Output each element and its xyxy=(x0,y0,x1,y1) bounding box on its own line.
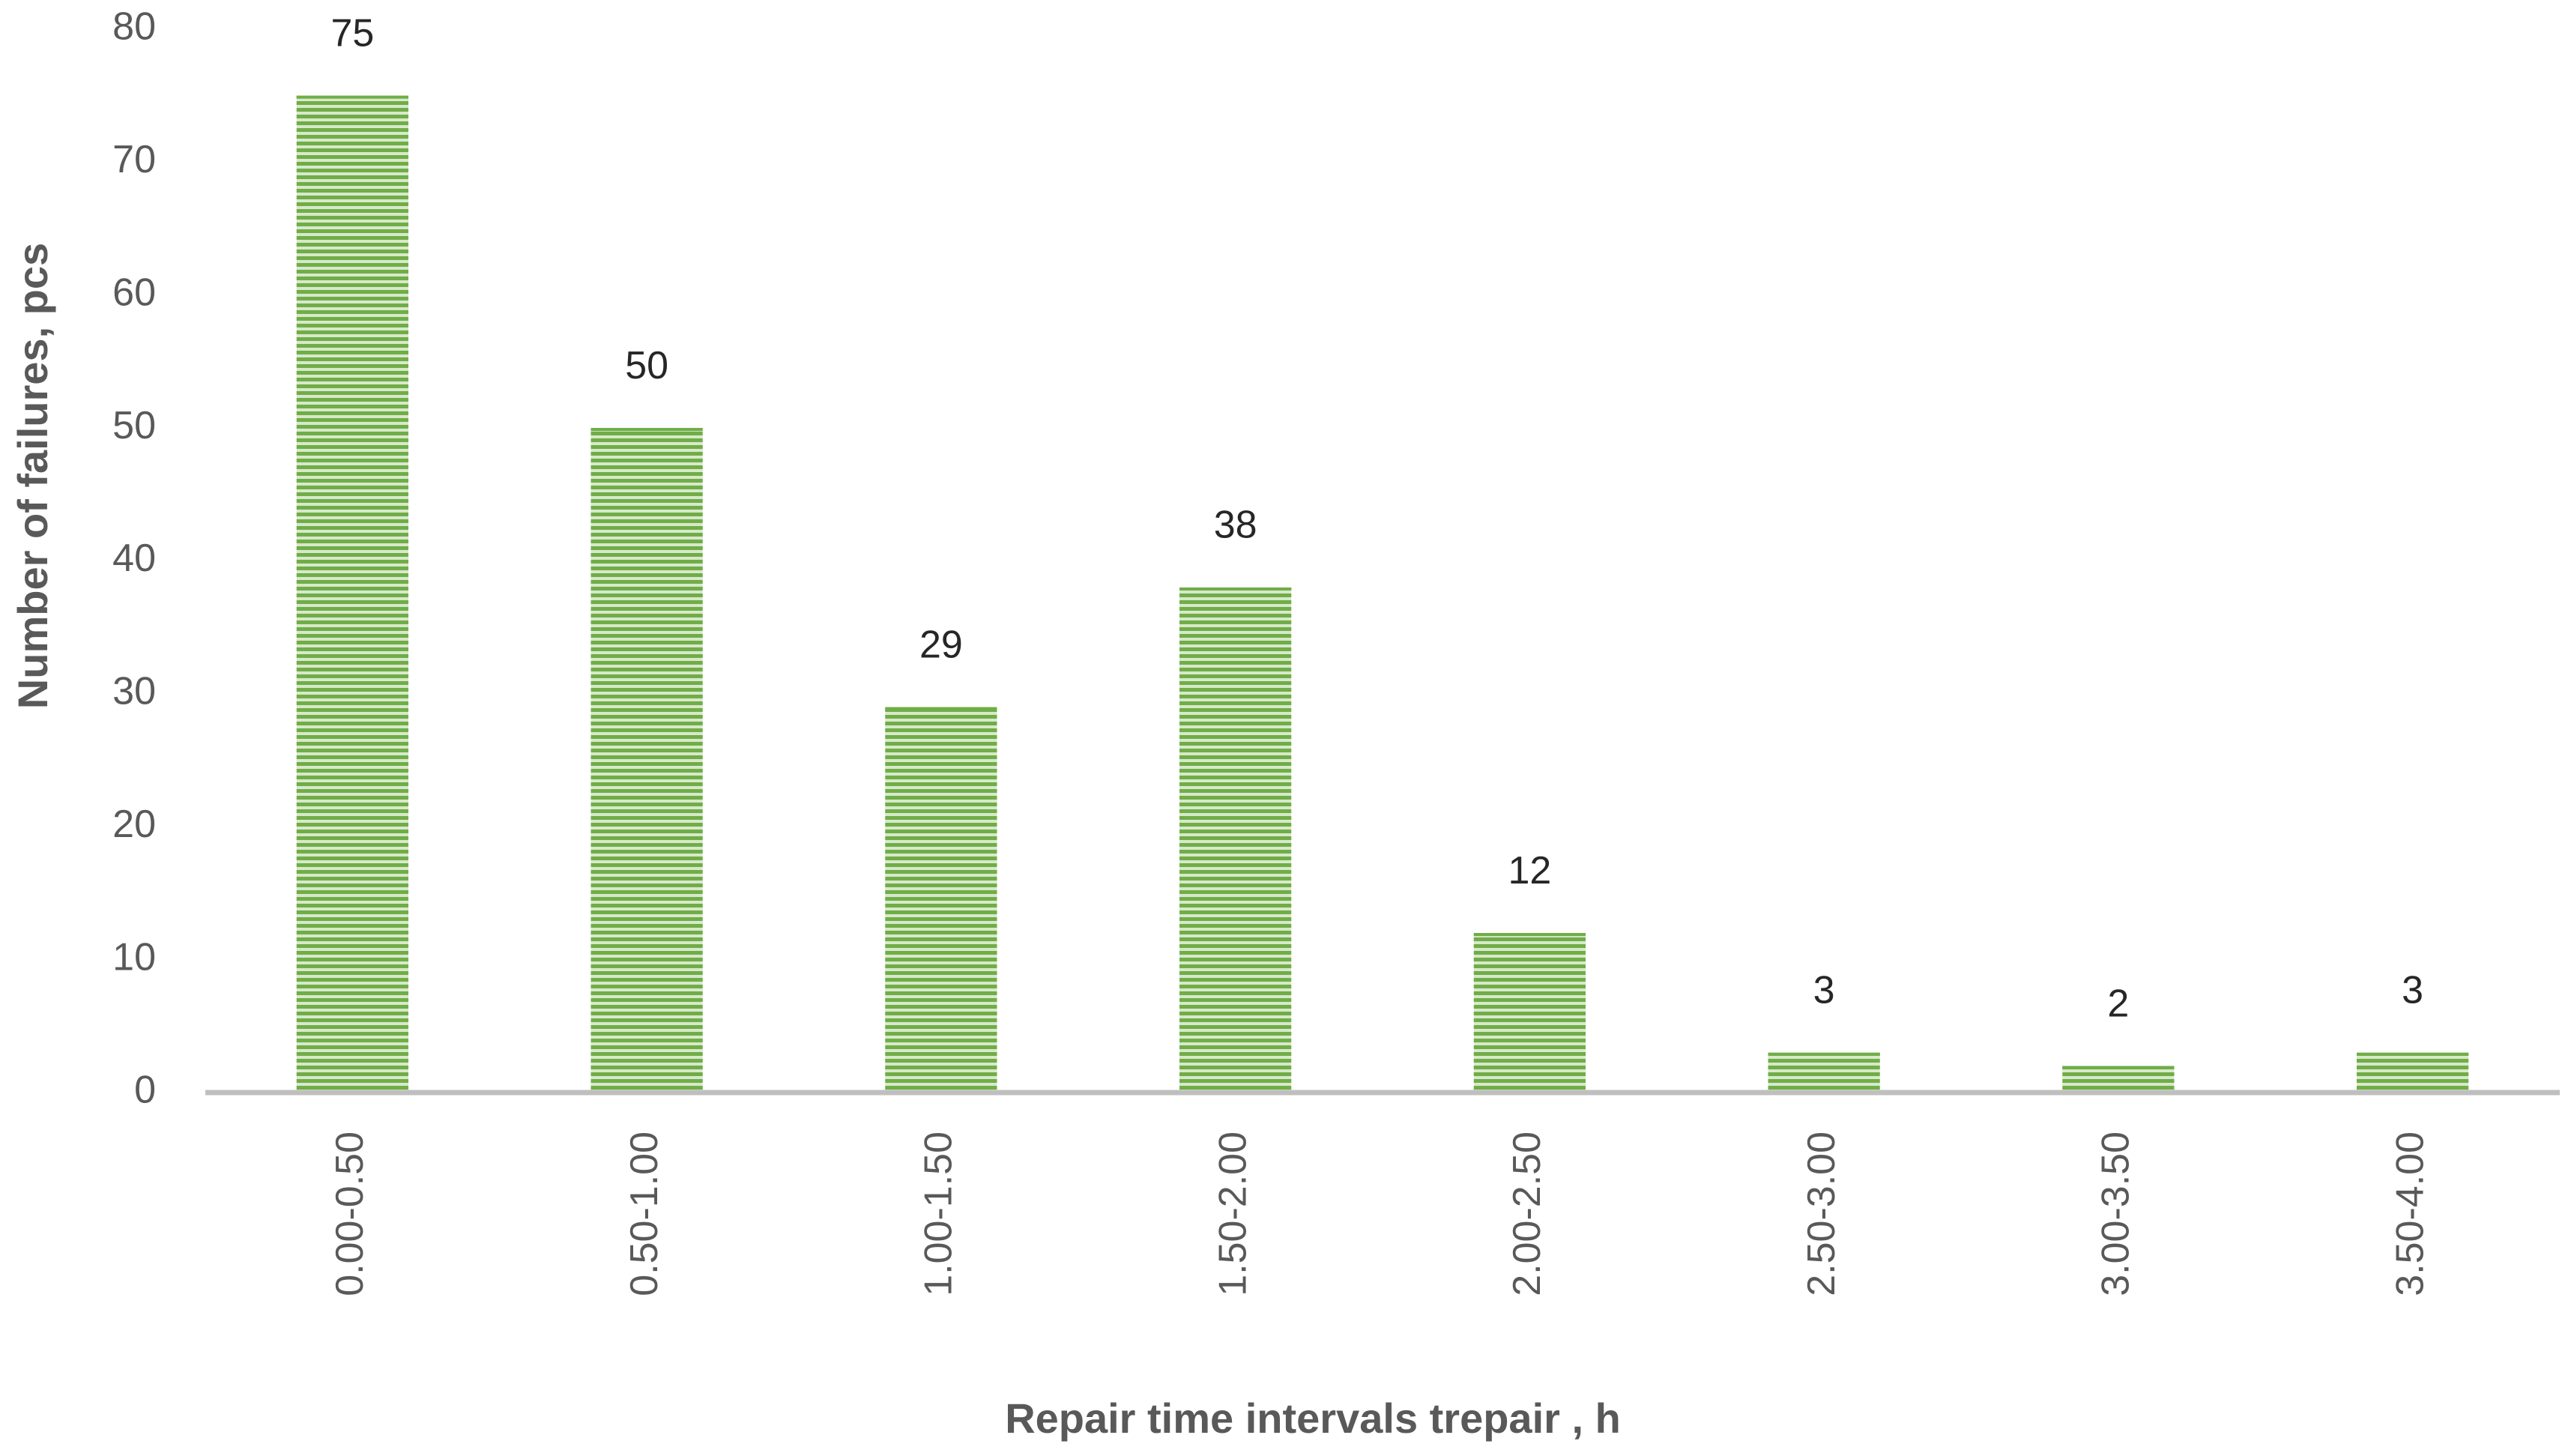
value-label: 29 xyxy=(919,623,963,666)
x-tick-label: 2.50-3.00 xyxy=(1800,1132,1843,1296)
x-tick-label: 0.50-1.00 xyxy=(623,1132,666,1296)
y-tick-label: 0 xyxy=(134,1069,156,1112)
bar-top xyxy=(2062,1066,2175,1069)
y-tick-label: 60 xyxy=(112,271,156,314)
y-tick-label: 20 xyxy=(112,803,156,846)
value-label: 3 xyxy=(2402,969,2423,1012)
bar-top xyxy=(296,95,408,99)
value-label: 38 xyxy=(1214,504,1257,547)
x-tick-label: 1.50-2.00 xyxy=(1211,1132,1254,1296)
y-tick-label: 30 xyxy=(112,670,156,713)
bar xyxy=(2357,1052,2469,1093)
bar-top xyxy=(1768,1052,1880,1056)
value-label: 50 xyxy=(625,344,668,387)
x-tick-label: 2.00-2.50 xyxy=(1505,1132,1549,1296)
y-tick-label: 70 xyxy=(112,138,156,181)
x-tick-label: 3.00-3.50 xyxy=(2094,1132,2138,1296)
bar-top xyxy=(590,428,703,432)
y-tick-label: 80 xyxy=(112,5,156,49)
bar xyxy=(2062,1066,2175,1093)
value-label: 12 xyxy=(1508,849,1551,892)
bar xyxy=(296,95,408,1093)
y-axis-title: Number of failures, pcs xyxy=(9,243,56,709)
value-label: 2 xyxy=(2107,982,2129,1025)
x-tick-label: 3.50-4.00 xyxy=(2388,1132,2432,1296)
bar-top xyxy=(1473,933,1586,937)
bar xyxy=(1473,933,1586,1093)
bar-top xyxy=(885,707,997,710)
bar-top xyxy=(2357,1052,2469,1056)
bar xyxy=(885,707,997,1093)
bar xyxy=(1768,1052,1880,1093)
bar xyxy=(590,428,703,1093)
x-axis-title: Repair time intervals trepair , h xyxy=(1005,1395,1621,1442)
y-tick-label: 50 xyxy=(112,404,156,447)
y-tick-label: 40 xyxy=(112,537,156,580)
bar xyxy=(1179,587,1292,1093)
value-label: 3 xyxy=(1813,969,1835,1012)
x-tick-label: 1.00-1.50 xyxy=(917,1132,961,1296)
value-label: 75 xyxy=(330,11,374,55)
x-tick-label: 0.00-0.50 xyxy=(328,1132,372,1296)
bar-top xyxy=(1179,587,1292,590)
y-tick-label: 10 xyxy=(112,935,156,979)
